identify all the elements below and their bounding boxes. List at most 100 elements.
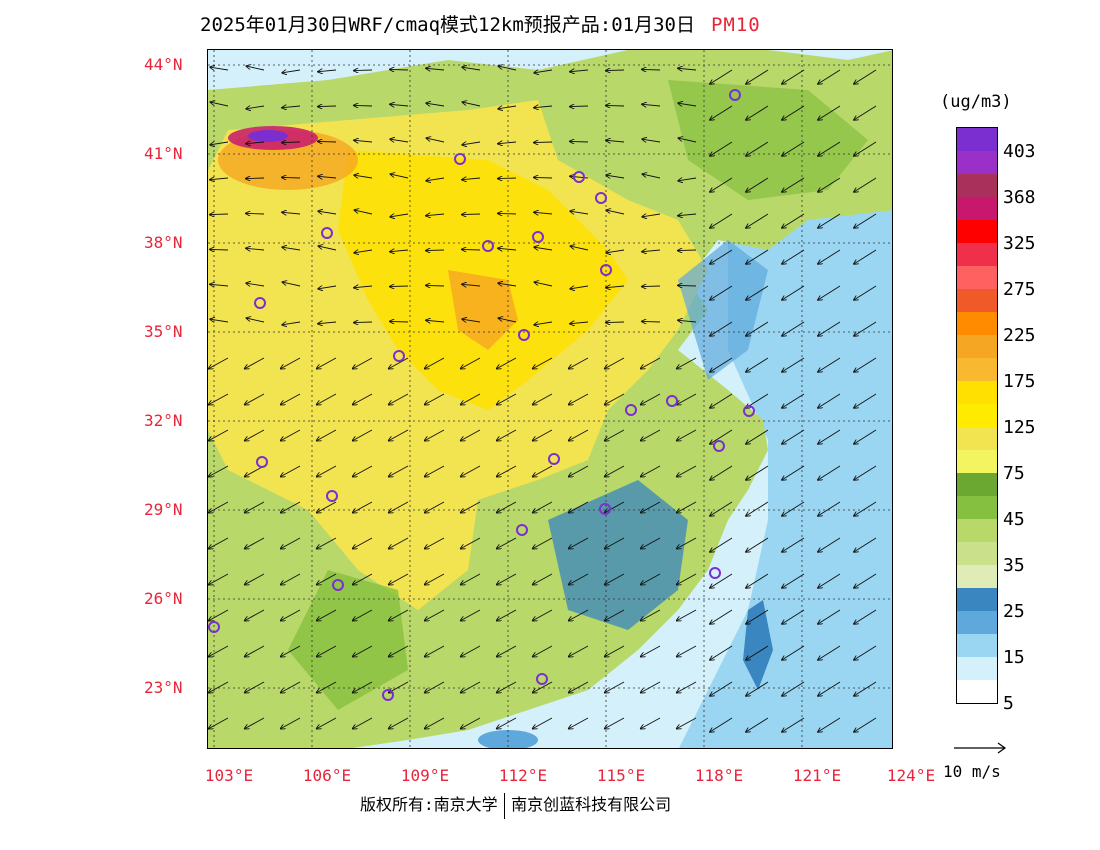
wind-arrow xyxy=(642,69,661,70)
wind-arrow xyxy=(534,322,553,325)
wind-arrow xyxy=(318,322,337,324)
wind-arrow xyxy=(641,429,661,441)
wind-arrow xyxy=(710,357,733,372)
wind-arrow xyxy=(818,537,841,552)
wind-arrow xyxy=(533,465,553,477)
wind-arrow xyxy=(569,465,589,477)
wind-arrow xyxy=(245,537,265,549)
colorbar-cell xyxy=(957,128,997,151)
wind-arrow xyxy=(782,465,805,480)
city-marker xyxy=(208,621,220,633)
wind-arrow xyxy=(746,285,769,300)
wind-arrow xyxy=(317,393,337,405)
city-marker xyxy=(666,395,678,407)
wind-arrow xyxy=(317,681,337,693)
wind-arrow xyxy=(854,429,877,444)
wind-arrow xyxy=(818,357,841,372)
wind-arrow xyxy=(389,357,409,369)
colorbar-label-275: 275 xyxy=(1003,279,1036,300)
wind-arrow xyxy=(818,573,841,588)
wind-arrow xyxy=(533,717,553,729)
copyright-owner: 版权所有:南京大学 xyxy=(360,795,498,814)
colorbar-label-45: 45 xyxy=(1003,509,1025,530)
wind-arrow xyxy=(282,142,301,143)
wind-arrow xyxy=(641,357,661,369)
colorbar-cell xyxy=(957,680,997,703)
wind-arrow xyxy=(498,248,517,250)
wind-arrow xyxy=(209,357,229,369)
wind-arrow xyxy=(246,106,265,109)
wind-arrow xyxy=(389,501,409,513)
city-marker xyxy=(743,405,755,417)
city-marker xyxy=(256,456,268,468)
wind-arrow xyxy=(209,645,229,657)
wind-arrow xyxy=(605,717,625,729)
lat-label-32: 32°N xyxy=(144,411,183,430)
wind-arrow xyxy=(605,609,625,621)
wind-arrow xyxy=(281,501,301,513)
wind-arrow xyxy=(710,393,733,408)
colorbar-cell xyxy=(957,519,997,542)
wind-arrow xyxy=(710,501,733,516)
wind-arrow xyxy=(641,501,661,513)
wind-arrow xyxy=(209,717,229,729)
wind-arrow xyxy=(854,69,877,84)
wind-arrow xyxy=(209,501,229,513)
lon-label-124: 124°E xyxy=(886,766,936,785)
wind-arrow xyxy=(426,178,445,181)
wind-arrow xyxy=(569,393,589,405)
wind-arrow xyxy=(497,429,517,441)
city-marker xyxy=(548,453,560,465)
wind-arrow xyxy=(461,465,481,477)
wind-arrow xyxy=(281,609,301,621)
wind-arrow xyxy=(209,681,229,693)
wind-arrow xyxy=(209,465,229,477)
wind-arrow xyxy=(569,645,589,657)
colorbar-label-175: 175 xyxy=(1003,371,1036,392)
wind-arrow xyxy=(534,106,553,108)
wind-arrow xyxy=(606,250,625,253)
city-marker xyxy=(321,227,333,239)
wind-arrow xyxy=(425,645,445,657)
wind-arrow xyxy=(389,465,409,477)
wind-arrow xyxy=(641,681,661,693)
wind-arrow xyxy=(390,214,409,217)
wind-arrow xyxy=(389,717,409,729)
city-marker xyxy=(516,524,528,536)
wind-arrow xyxy=(426,320,445,322)
wind-arrow xyxy=(569,717,589,729)
wind-arrow xyxy=(462,214,481,215)
lon-label-115: 115°E xyxy=(596,766,646,785)
wind-arrow xyxy=(425,357,445,369)
colorbar-cell xyxy=(957,358,997,381)
wind-arrow xyxy=(497,501,517,513)
wind-arrow xyxy=(677,393,697,405)
wind-arrow xyxy=(641,645,661,657)
wind-arrow xyxy=(209,609,229,621)
wind-arrow xyxy=(678,103,697,106)
copyright-company: 南京创蓝科技有限公司 xyxy=(511,795,672,814)
wind-arrow xyxy=(461,645,481,657)
wind-arrow xyxy=(245,501,265,513)
city-marker xyxy=(599,503,611,515)
wind-arrow xyxy=(818,213,841,228)
wind-arrow xyxy=(281,717,301,729)
wind-arrow xyxy=(317,717,337,729)
wind-arrow xyxy=(782,177,805,192)
wind-arrow xyxy=(642,286,661,287)
wind-arrow xyxy=(677,537,697,549)
wind-arrow xyxy=(533,429,553,441)
wind-arrow xyxy=(318,286,337,289)
wind-arrow xyxy=(605,429,625,441)
wind-arrow xyxy=(246,178,265,179)
wind-arrow xyxy=(818,285,841,300)
wind-arrow xyxy=(569,681,589,693)
wind-arrow xyxy=(245,681,265,693)
wind-arrow xyxy=(461,573,481,585)
wind-arrow xyxy=(497,681,517,693)
colorbar-label-15: 15 xyxy=(1003,647,1025,668)
colorbar-cell xyxy=(957,381,997,404)
wind-arrow xyxy=(281,393,301,405)
wind-arrow xyxy=(497,465,517,477)
wind-arrow xyxy=(353,681,373,693)
